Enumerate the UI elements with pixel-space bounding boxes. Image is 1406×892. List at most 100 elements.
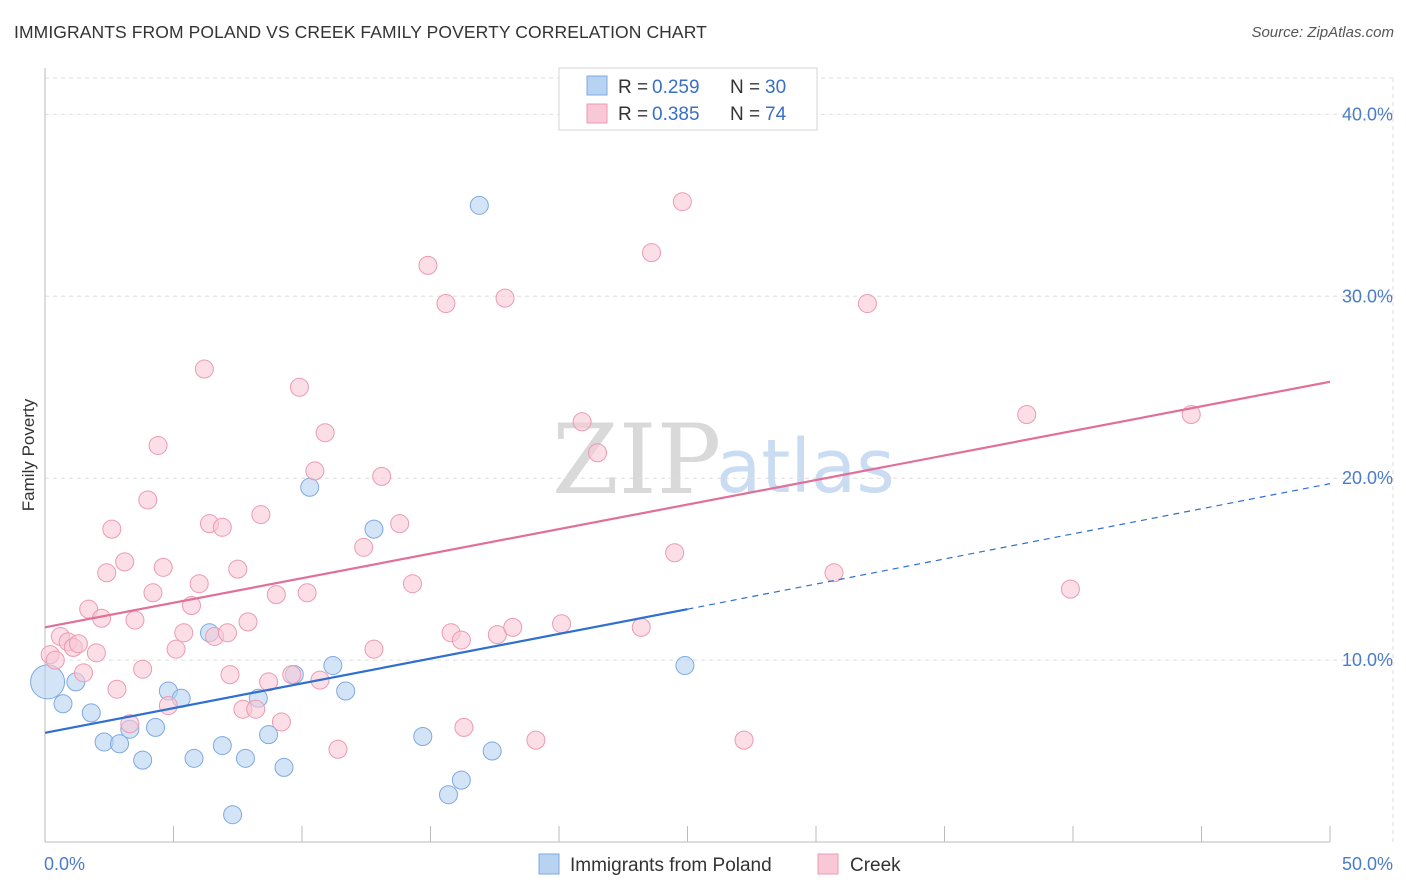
point-creek <box>588 443 608 463</box>
legend-n-label: N = <box>730 77 760 98</box>
point-creek <box>631 617 651 637</box>
point-creek <box>266 585 286 605</box>
point-poland <box>146 717 166 737</box>
point-creek <box>45 650 65 670</box>
point-creek <box>153 557 173 577</box>
point-poland <box>675 656 695 676</box>
point-poland <box>482 741 502 761</box>
source-label: Source: ZipAtlas.com <box>1251 24 1394 41</box>
trend-lines <box>44 380 1331 734</box>
point-creek <box>418 255 438 275</box>
point-poland <box>259 725 279 745</box>
point-creek <box>503 617 523 637</box>
y-tick-label: 10.0% <box>1342 650 1393 670</box>
point-creek <box>526 730 546 750</box>
point-poland <box>110 734 130 754</box>
point-creek <box>297 583 317 603</box>
point-creek <box>107 679 127 699</box>
point-creek <box>238 612 258 632</box>
point-creek <box>166 639 186 659</box>
legend-r-label: R = <box>618 77 648 98</box>
point-creek <box>454 717 474 737</box>
point-creek <box>328 739 348 759</box>
point-creek <box>86 643 106 663</box>
x-tick-labels: 0.0% 50.0% <box>44 854 1393 874</box>
point-poland <box>438 785 458 805</box>
point-poland <box>451 770 471 790</box>
watermark-atlas: atlas <box>716 424 895 510</box>
point-creek <box>672 192 692 212</box>
point-creek <box>74 663 94 683</box>
legend-n-value: 30 <box>765 77 786 98</box>
legend-n-label: N = <box>730 104 760 125</box>
point-creek <box>572 412 592 432</box>
bottom-legend-swatch-pink <box>817 853 839 875</box>
point-creek <box>212 517 232 537</box>
point-creek <box>133 659 153 679</box>
point-creek <box>372 466 392 486</box>
bottom-legend: Immigrants from Poland Creek <box>538 853 901 876</box>
point-creek <box>68 634 88 654</box>
point-creek <box>148 435 168 455</box>
point-poland <box>133 750 153 770</box>
point-creek <box>228 559 248 579</box>
point-creek <box>1017 405 1037 425</box>
point-creek <box>125 610 145 630</box>
point-creek <box>158 696 178 716</box>
point-creek <box>97 563 117 583</box>
point-creek <box>220 665 240 685</box>
legend-swatch-blue <box>586 75 608 96</box>
point-poland <box>53 694 73 714</box>
point-creek <box>251 505 271 525</box>
series-immigrants-from-poland <box>30 195 695 825</box>
point-poland <box>323 656 343 676</box>
point-creek <box>642 243 662 263</box>
point-creek <box>665 543 685 563</box>
point-creek <box>289 377 309 397</box>
point-creek <box>189 574 209 594</box>
point-creek <box>120 714 140 734</box>
point-creek <box>824 563 844 583</box>
point-poland <box>300 477 320 497</box>
point-creek <box>436 294 456 314</box>
point-creek <box>487 625 507 645</box>
point-creek <box>115 552 135 572</box>
point-poland <box>81 703 101 723</box>
axes <box>44 68 1331 843</box>
point-creek <box>495 288 515 308</box>
point-creek <box>143 583 163 603</box>
point-creek <box>246 699 266 719</box>
point-creek <box>857 294 877 314</box>
point-creek <box>138 490 158 510</box>
y-tick-label: 40.0% <box>1342 104 1393 124</box>
y-tick-label: 20.0% <box>1342 468 1393 488</box>
trend-line-creek <box>44 380 1331 629</box>
x-tick-label-min: 0.0% <box>44 854 85 874</box>
point-creek <box>174 623 194 643</box>
point-poland <box>413 726 433 746</box>
legend-swatch-pink <box>586 103 608 124</box>
y-tick-label: 30.0% <box>1342 286 1393 306</box>
bottom-legend-label-creek: Creek <box>850 855 901 876</box>
point-poland <box>212 736 232 756</box>
point-creek <box>734 730 754 750</box>
point-creek <box>271 712 291 732</box>
bottom-legend-swatch-blue <box>538 853 560 875</box>
legend-n-value: 74 <box>765 104 787 125</box>
x-tick-label-max: 50.0% <box>1342 854 1393 874</box>
point-poland <box>364 519 384 539</box>
point-creek <box>102 519 122 539</box>
legend-r-value: 0.385 <box>652 104 700 125</box>
point-creek <box>282 665 302 685</box>
point-creek <box>315 423 335 443</box>
trend-line-poland <box>44 608 688 734</box>
point-creek <box>364 639 384 659</box>
point-creek <box>305 461 325 481</box>
y-axis-label: Family Poverty <box>19 398 38 511</box>
point-creek <box>403 574 423 594</box>
point-poland <box>223 805 243 825</box>
point-poland <box>469 195 489 215</box>
point-creek <box>451 630 471 650</box>
legend-r-value: 0.259 <box>652 77 700 98</box>
